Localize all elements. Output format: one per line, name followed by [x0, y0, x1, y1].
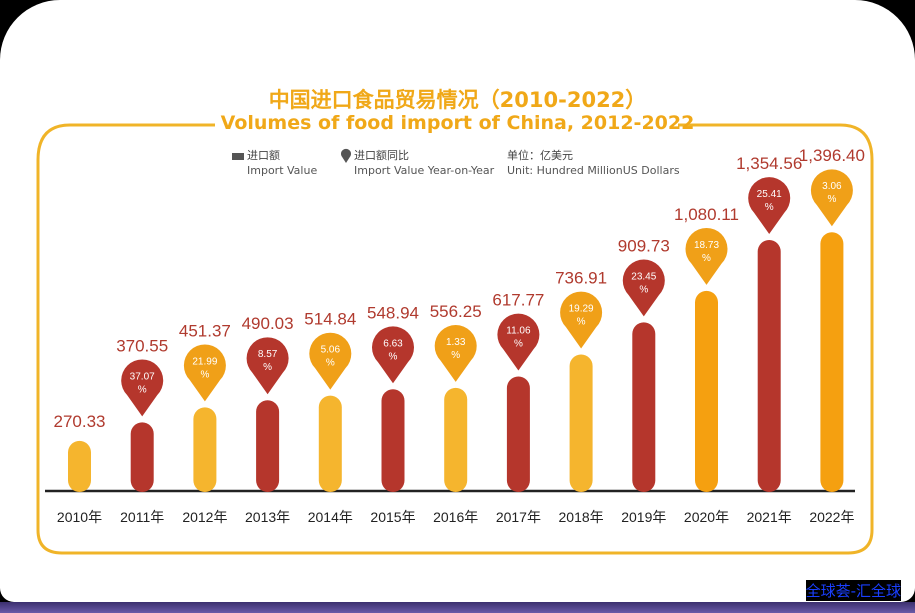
- yoy-label-3: 8.57: [258, 349, 278, 360]
- value-label-5: 548.94: [367, 303, 419, 322]
- yoy-label-2: 21.99: [192, 356, 217, 367]
- yoy-pin-12: [810, 169, 853, 227]
- x-tick-label-7: 2017年: [496, 509, 541, 525]
- value-label-8: 736.91: [555, 268, 607, 287]
- bar-0: [68, 440, 91, 492]
- x-tick-label-12: 2022年: [809, 509, 854, 525]
- chart-title-en: Volumes of food import of China, 2012-20…: [220, 112, 695, 134]
- legend-pin-zh: 进口额同比: [354, 149, 409, 162]
- legend-pin-en: Import Value Year-on-Year: [354, 164, 495, 177]
- legend-unit: 单位：亿美元 Unit: Hundred MillionUS Dollars: [507, 148, 680, 178]
- yoy-pct-sign-12: %: [827, 194, 836, 205]
- bar-9: [632, 322, 656, 492]
- chart-title-zh: 中国进口食品贸易情况（2010-2022）: [268, 88, 647, 112]
- yoy-label-1: 37.07: [130, 371, 155, 382]
- yoy-pct-sign-1: %: [138, 384, 147, 395]
- yoy-pin-10: [685, 227, 728, 285]
- yoy-pin-6: [434, 325, 477, 382]
- value-label-4: 514.84: [304, 310, 356, 329]
- x-tick-label-11: 2021年: [747, 509, 792, 525]
- legend-unit-en: Unit: Hundred MillionUS Dollars: [507, 164, 680, 177]
- yoy-pct-sign-5: %: [389, 351, 398, 362]
- yoy-label-9: 23.45: [631, 271, 656, 282]
- bar-2: [193, 407, 217, 492]
- yoy-label-6: 1.33: [446, 337, 466, 348]
- yoy-pin-9: [622, 259, 665, 317]
- yoy-pct-sign-2: %: [200, 369, 209, 380]
- bottom-strip: [0, 602, 915, 613]
- yoy-label-5: 6.63: [383, 338, 403, 349]
- yoy-pin-2: [183, 344, 226, 402]
- value-label-6: 556.25: [430, 302, 482, 321]
- yoy-label-12: 3.06: [822, 181, 842, 192]
- value-label-3: 490.03: [242, 314, 294, 333]
- x-tick-label-1: 2011年: [120, 509, 164, 525]
- bar-7: [506, 376, 530, 492]
- yoy-label-7: 11.06: [506, 326, 531, 337]
- value-label-1: 370.55: [116, 336, 168, 355]
- x-tick-label-5: 2015年: [370, 509, 415, 525]
- bar-1: [130, 422, 154, 492]
- x-tick-label-8: 2018年: [559, 509, 604, 525]
- x-tick-label-4: 2014年: [308, 509, 353, 525]
- bar-8: [569, 354, 593, 492]
- x-tick-label-3: 2013年: [245, 509, 290, 525]
- yoy-pct-sign-3: %: [263, 362, 272, 373]
- yoy-label-10: 18.73: [694, 240, 719, 251]
- value-label-2: 451.37: [179, 321, 231, 340]
- yoy-pct-sign-4: %: [326, 358, 335, 369]
- bar-4: [318, 395, 342, 492]
- yoy-pin-8: [560, 291, 603, 349]
- value-label-11: 1,354.56: [736, 154, 802, 173]
- value-label-7: 617.77: [492, 291, 544, 310]
- yoy-pin-11: [748, 177, 791, 235]
- yoy-pct-sign-7: %: [514, 339, 523, 350]
- x-tick-label-0: 2010年: [57, 509, 102, 525]
- yoy-pin-1: [121, 359, 164, 417]
- value-label-9: 909.73: [618, 236, 670, 255]
- legend-bar-en: Import Value: [247, 164, 318, 177]
- x-tick-label-9: 2019年: [621, 509, 666, 525]
- yoy-label-4: 5.06: [321, 345, 341, 356]
- yoy-pct-sign-10: %: [702, 253, 711, 264]
- legend-bar-swatch: [232, 153, 244, 160]
- yoy-pin-5: [372, 326, 415, 384]
- yoy-label-8: 19.29: [569, 303, 594, 314]
- value-label-12: 1,396.40: [799, 146, 865, 165]
- legend-unit-zh: 单位：亿美元: [507, 149, 573, 162]
- bar-11: [757, 240, 781, 492]
- yoy-pct-sign-8: %: [577, 316, 586, 327]
- legend-bar: 进口额 Import Value: [247, 148, 317, 178]
- value-label-0: 270.33: [54, 412, 106, 431]
- yoy-pct-sign-11: %: [765, 202, 774, 213]
- yoy-pct-sign-6: %: [451, 350, 460, 361]
- value-label-10: 1,080.11: [674, 205, 739, 224]
- bar-10: [695, 290, 718, 492]
- watermark: 全球荟-汇全球: [805, 580, 901, 601]
- bar-5: [381, 389, 405, 492]
- yoy-pct-sign-9: %: [639, 284, 648, 295]
- x-tick-label-10: 2020年: [684, 509, 729, 525]
- bar-3: [256, 400, 280, 492]
- legend-bar-zh: 进口额: [247, 149, 280, 162]
- x-tick-label-2: 2012年: [182, 509, 227, 525]
- legend-pin: 进口额同比 Import Value Year-on-Year: [354, 148, 494, 178]
- legend-pin-icon: [341, 148, 351, 163]
- bar-12: [820, 232, 844, 493]
- bar-6: [444, 387, 468, 492]
- yoy-pin-3: [246, 337, 289, 395]
- yoy-label-11: 25.41: [757, 189, 782, 200]
- yoy-pin-7: [497, 313, 540, 371]
- yoy-pin-4: [309, 332, 352, 390]
- x-tick-label-6: 2016年: [433, 509, 478, 525]
